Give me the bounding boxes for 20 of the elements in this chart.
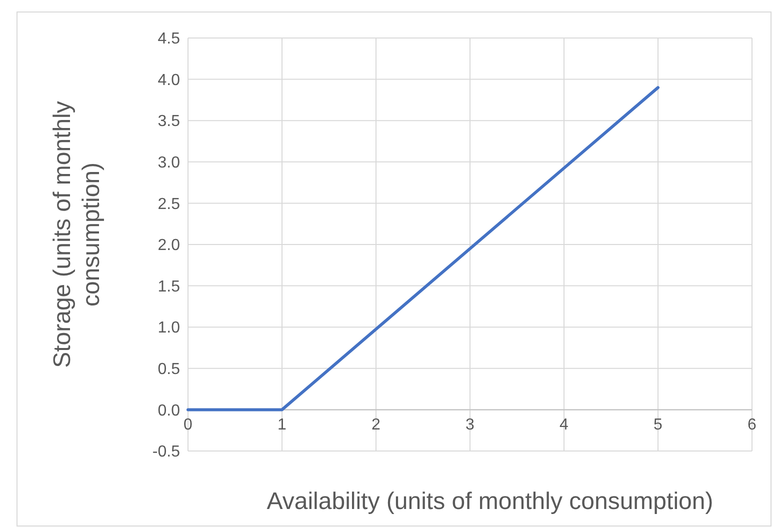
x-tick-label: 0 — [184, 416, 193, 434]
x-tick-label: 3 — [466, 416, 475, 434]
x-tick-label: 4 — [560, 416, 569, 434]
x-axis-title: Availability (units of monthly consumption) — [266, 488, 714, 515]
y-tick-label: 0.5 — [158, 361, 180, 378]
x-tick-label: 5 — [654, 416, 663, 434]
x-tick-label: 6 — [748, 416, 757, 434]
y-tick-label: 3.5 — [158, 113, 180, 130]
y-axis-title: Storage (units of monthly consumption) — [49, 101, 105, 368]
y-tick-label: 2.0 — [158, 237, 180, 254]
y-tick-label: -0.5 — [152, 444, 180, 461]
y-tick-label: 4.0 — [158, 72, 180, 89]
x-tick-label: 1 — [278, 416, 287, 434]
y-tick-label: 2.5 — [158, 196, 180, 213]
y-tick-label: 3.0 — [158, 154, 180, 172]
y-tick-label: 1.5 — [158, 278, 180, 296]
y-tick-label: 0.0 — [158, 402, 180, 420]
y-tick-label: 4.5 — [158, 30, 180, 48]
x-tick-label: 2 — [372, 416, 381, 434]
y-tick-label: 1.0 — [158, 320, 180, 337]
